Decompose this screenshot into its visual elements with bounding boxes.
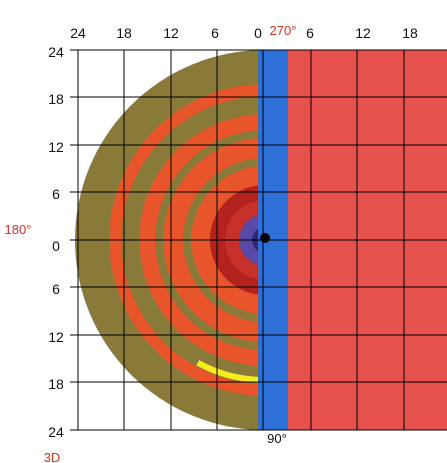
left-tick: 12 bbox=[48, 139, 64, 155]
angle-label-bottom: 90° bbox=[267, 431, 287, 446]
top-tick: 18 bbox=[116, 25, 132, 41]
red-core bbox=[225, 200, 265, 280]
left-tick: 18 bbox=[48, 376, 64, 392]
top-tick: 6 bbox=[211, 25, 219, 41]
angle-label-left: 180° bbox=[5, 222, 32, 237]
top-tick: 18 bbox=[402, 25, 418, 41]
top-tick: 12 bbox=[355, 25, 371, 41]
grid bbox=[70, 49, 447, 431]
left-tick: 0 bbox=[52, 238, 60, 254]
model-label: 3D bbox=[44, 450, 61, 463]
angle-label-top: 270° bbox=[270, 23, 297, 38]
top-tick-labels: 24 18 12 6 0 6 12 18 bbox=[70, 25, 418, 41]
top-tick: 0 bbox=[254, 25, 262, 41]
left-tick: 24 bbox=[48, 424, 64, 440]
top-tick: 12 bbox=[163, 25, 179, 41]
left-tick-labels: 24 18 12 6 0 6 12 18 24 bbox=[48, 44, 64, 440]
left-tick: 12 bbox=[48, 329, 64, 345]
left-tick: 6 bbox=[52, 281, 60, 297]
purple-core bbox=[239, 214, 265, 266]
left-tick: 24 bbox=[48, 44, 64, 60]
top-tick: 6 bbox=[306, 25, 314, 41]
top-tick: 24 bbox=[70, 25, 86, 41]
left-tick: 18 bbox=[48, 91, 64, 107]
left-tick: 6 bbox=[52, 186, 60, 202]
center-point bbox=[260, 233, 270, 243]
